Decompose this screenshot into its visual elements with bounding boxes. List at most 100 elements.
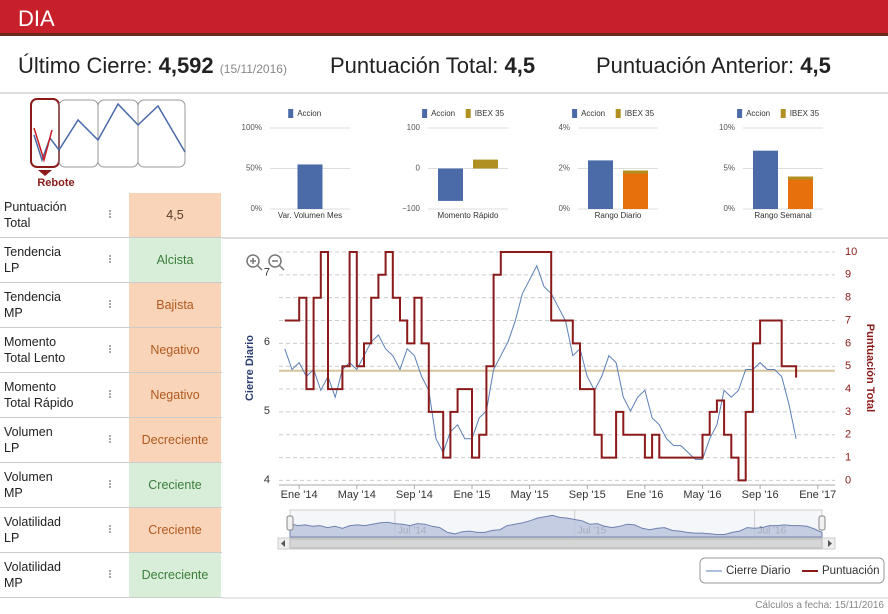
indicator-label: Volatilidad LP	[4, 515, 61, 545]
footer: Cálculos a fecha: 15/11/2016	[755, 600, 884, 611]
indicator-row: Volumen MP Creciente	[0, 463, 222, 508]
x-tick-label: Ene '16	[626, 489, 663, 501]
y2-axis-title: Puntuación Total	[864, 324, 876, 412]
signal-icon	[30, 98, 186, 176]
legend-label: Puntuación	[822, 565, 880, 577]
label: Último Cierre:	[18, 53, 153, 78]
y2-tick-label: 1	[845, 451, 851, 463]
label: Puntuación Total:	[330, 53, 499, 78]
x-tick-label: Sep '14	[396, 489, 433, 501]
header-bar	[0, 0, 888, 33]
x-tick-label: May '15	[511, 489, 549, 501]
y2-tick-label: 9	[845, 269, 851, 281]
y2-tick-label: 4	[845, 383, 851, 395]
indicator-row: Volumen LP Decreciente	[0, 418, 222, 463]
x-tick-label: Ene '17	[799, 489, 836, 501]
zoom-in[interactable]	[246, 254, 263, 271]
y-tick-label: 50%	[246, 164, 262, 173]
y2-tick-label: 3	[845, 406, 851, 418]
bar	[473, 159, 498, 169]
y-tick-label: 0%	[723, 204, 735, 213]
indicator-row: Volatilidad LP Creciente	[0, 508, 222, 553]
indicator-label: Volumen LP	[4, 425, 53, 455]
info-icon	[109, 210, 111, 212]
legend-swatch	[288, 109, 294, 118]
y-tick-label: 100%	[242, 123, 262, 132]
bar	[438, 168, 463, 201]
navigator-area	[289, 514, 823, 538]
y2-tick-label: 8	[845, 292, 851, 304]
signal-label: Rebote	[37, 177, 74, 189]
scroll-arrow-right[interactable]	[828, 540, 832, 547]
indicator-value: Bajista	[129, 283, 221, 327]
last-close: Último Cierre: 4,592 (15/11/2016)	[18, 53, 287, 79]
y-tick-label: 6	[264, 336, 270, 348]
indicator-row: Puntuación Total 4,5	[0, 193, 222, 238]
legend-swatch	[572, 109, 578, 118]
indicator-label: Tendencia LP	[4, 245, 61, 275]
zoom-out[interactable]	[268, 254, 285, 271]
chart-title: Rango Diario	[595, 211, 642, 220]
chart-title: Var. Volumen Mes	[278, 211, 342, 220]
x-tick-label: May '14	[338, 489, 376, 501]
legend-label: Accion	[746, 109, 770, 118]
navigator-handle[interactable]	[286, 515, 294, 531]
y-tick-label: −100	[402, 204, 421, 213]
y-tick-label: 100	[407, 123, 421, 132]
bar	[788, 176, 813, 209]
indicator-value: Creciente	[129, 463, 221, 507]
bar	[588, 160, 613, 209]
x-tick-label: Sep '16	[742, 489, 779, 501]
chart-title: Rango Semanal	[754, 211, 812, 220]
indicator-row: Tendencia MP Bajista	[0, 283, 222, 328]
header-title: DIA	[18, 6, 55, 31]
scrollbar-thumb[interactable]	[289, 538, 823, 549]
indicator-value: 4,5	[129, 193, 221, 237]
info-icon	[109, 480, 111, 482]
y-tick-label: 4	[264, 474, 270, 486]
y-tick-label: 5%	[723, 164, 735, 173]
date: (15/11/2016)	[219, 62, 287, 76]
indicator-row: Volatilidad MP Decreciente	[0, 553, 222, 598]
info-icon	[109, 570, 111, 572]
legend-label: Accion	[297, 109, 321, 118]
y-tick-label: 5	[264, 405, 270, 417]
y-tick-label: 4%	[558, 123, 570, 132]
info-icon	[109, 525, 111, 527]
y2-tick-label: 5	[845, 360, 851, 372]
scroll-arrow-left[interactable]	[281, 540, 285, 547]
indicator-label: Puntuación Total	[4, 200, 67, 230]
legend-swatch	[737, 109, 743, 118]
total-score: Puntuación Total: 4,5	[330, 53, 535, 79]
navigator-handle[interactable]	[818, 515, 826, 531]
y-tick-label: 0	[416, 164, 421, 173]
y2-tick-label: 0	[845, 474, 851, 486]
y2-tick-label: 2	[845, 429, 851, 441]
x-tick-label: Ene '15	[454, 489, 491, 501]
y2-tick-label: 6	[845, 337, 851, 349]
bar-cap	[788, 176, 813, 180]
y-tick-label: 0%	[250, 204, 262, 213]
bar	[623, 170, 648, 209]
y-tick-label: 10%	[719, 123, 735, 132]
indicator-value: Alcista	[129, 238, 221, 282]
label: Puntuación Anterior:	[596, 53, 795, 78]
legend-label: Accion	[431, 109, 455, 118]
series-line	[284, 251, 798, 482]
indicator-value: Creciente	[129, 508, 221, 552]
y-tick-label: 7	[264, 267, 270, 279]
x-tick-label: Sep '15	[569, 489, 606, 501]
legend-box	[699, 557, 885, 584]
legend-label: Cierre Diario	[726, 565, 791, 577]
y2-tick-label: 10	[845, 246, 857, 258]
legend-label: Accion	[581, 109, 605, 118]
indicator-label: Momento Total Lento	[4, 335, 66, 365]
info-icon	[109, 345, 111, 347]
x-tick-label: Ene '14	[281, 489, 318, 501]
y-axis-title: Cierre Diario	[244, 335, 256, 401]
indicator-label: Momento Total Rápido	[4, 380, 74, 410]
legend-swatch	[780, 109, 786, 118]
indicator-label: Volumen MP	[4, 470, 53, 500]
